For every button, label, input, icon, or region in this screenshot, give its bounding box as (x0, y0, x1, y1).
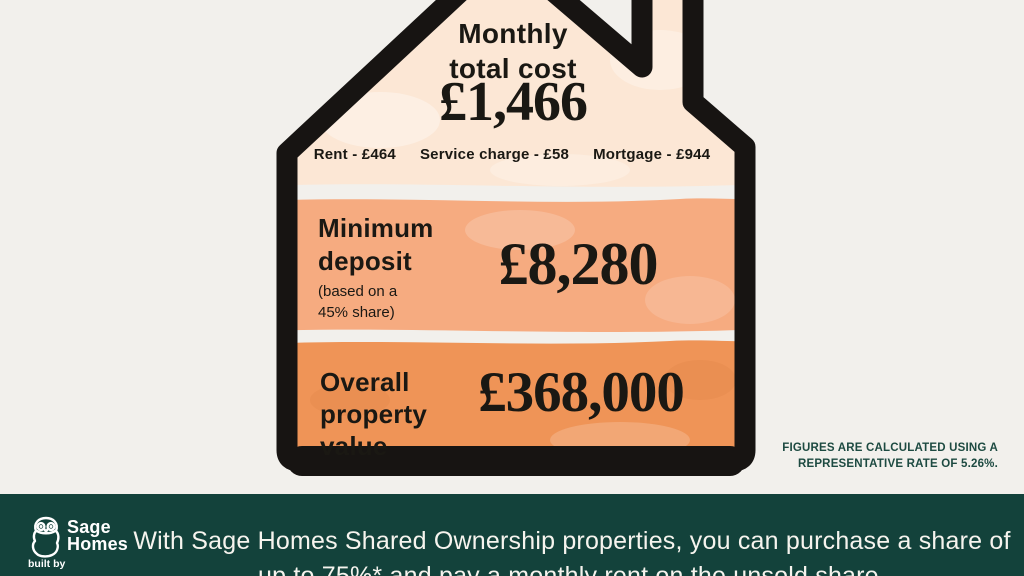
overall-property-value-amount: £368,000 (478, 361, 685, 424)
deposit-note-line1: (based on a (318, 283, 398, 300)
monthly-label-line1: Monthly (458, 18, 568, 49)
sage-homes-logo: Sage Homes (67, 517, 129, 554)
monthly-total-cost-label: Monthly total cost (383, 16, 643, 86)
deposit-label-line2: deposit (318, 246, 412, 276)
band-property (287, 340, 745, 461)
property-label-line2: property (320, 399, 428, 429)
built-by-label: built by (28, 558, 66, 570)
deposit-label-line1: Minimum (318, 213, 434, 243)
footer-bar (0, 494, 1024, 576)
property-label-line1: Overall (320, 367, 410, 397)
monthly-label-line2: total cost (449, 53, 577, 84)
brand-line1: Sage (67, 517, 111, 537)
overall-property-value-label: Overall property value (320, 366, 427, 462)
brand-line2: Homes (67, 534, 129, 554)
minimum-deposit-amount: £8,280 (498, 231, 659, 297)
band-deposit (287, 198, 745, 335)
footer-caption: With Sage Homes Shared Ownership propert… (133, 527, 1011, 576)
breakdown-mortgage: Mortgage - £944 (593, 146, 711, 163)
minimum-deposit-label: Minimum deposit (318, 212, 434, 278)
breakdown-service-charge: Service charge - £58 (419, 146, 570, 163)
house-outline (276, 0, 756, 472)
monthly-total-cost-amount: £1,466 (439, 71, 588, 133)
deposit-note-line2: 45% share) (318, 304, 395, 321)
monthly-cost-breakdown: Rent - £464 Service charge - £58 Mortgag… (262, 146, 762, 163)
representative-rate-disclaimer: FIGURES ARE CALCULATED USING A REPRESENT… (782, 442, 998, 470)
deposit-share-note: (based on a 45% share) (318, 281, 397, 323)
property-label-line3: value (320, 431, 388, 461)
owl-icon (31, 516, 60, 558)
breakdown-rent: Rent - £464 (313, 146, 396, 163)
